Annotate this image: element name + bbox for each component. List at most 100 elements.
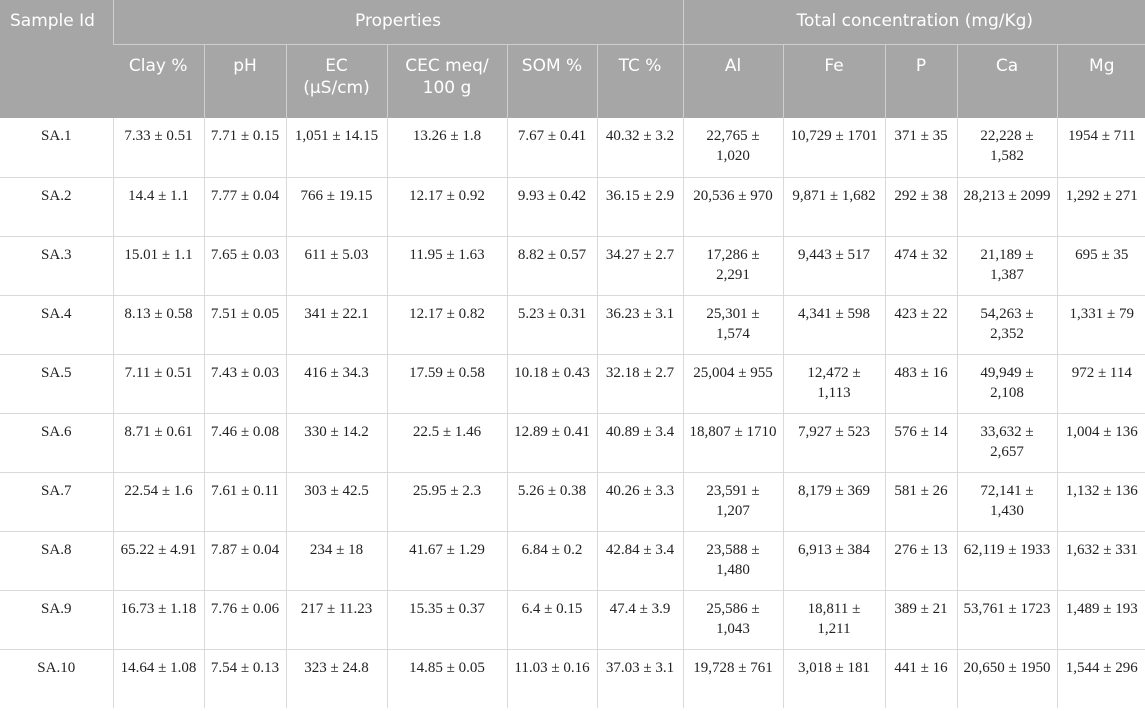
ph-cell: 7.87 ± 0.04	[203, 531, 286, 591]
som-cell: 6.4 ± 0.15	[506, 590, 597, 650]
p-cell: 474 ± 32	[884, 236, 958, 296]
table-row: SA.2 14.4 ± 1.1 7.77 ± 0.04 766 ± 19.15 12.1…	[0, 177, 1145, 237]
al-cell: 25,586 ± 1,043	[682, 590, 784, 650]
sample-id-cell: SA.7	[0, 472, 113, 532]
ph-cell: 7.51 ± 0.05	[203, 295, 286, 355]
som-cell: 9.93 ± 0.42	[506, 177, 597, 237]
sample-id-cell: SA.10	[37, 659, 76, 676]
tc-cell: 42.84 ± 3.4	[596, 531, 684, 591]
cec-cell: 11.95 ± 1.63	[386, 236, 507, 296]
ec-cell: 303 ± 42.5	[285, 472, 387, 532]
al-cell: 18,807 ± 1710	[682, 413, 784, 473]
som-cell: 12.89 ± 0.41	[506, 413, 597, 473]
som-cell: 10.18 ± 0.43	[506, 354, 597, 414]
tc-cell: 40.89 ± 3.4	[596, 413, 684, 473]
ec-cell: 217 ± 11.23	[285, 590, 387, 650]
ca-cell: 33,632 ± 2,657	[956, 413, 1058, 473]
p-cell: 389 ± 21	[884, 590, 958, 650]
clay-cell: 7.33 ± 0.51	[112, 118, 204, 178]
cec-cell: 22.5 ± 1.46	[386, 413, 507, 473]
cec-cell: 14.85 ± 0.05	[386, 649, 507, 708]
fe-cell: 18,811 ± 1,211	[782, 590, 886, 650]
fe-cell: 9,443 ± 517	[782, 236, 886, 296]
mg-cell: 1,004 ± 136	[1056, 413, 1145, 473]
ca-cell: 62,119 ± 1933	[956, 531, 1058, 591]
p-cell: 483 ± 16	[884, 354, 958, 414]
header-p: P	[884, 43, 958, 118]
ph-cell: 7.43 ± 0.03	[203, 354, 286, 414]
ec-cell: 611 ± 5.03	[285, 236, 387, 296]
fe-cell: 9,871 ± 1,682	[782, 177, 886, 237]
clay-cell: 7.11 ± 0.51	[112, 354, 204, 414]
cec-cell: 13.26 ± 1.8	[386, 118, 507, 178]
ph-cell: 7.61 ± 0.11	[203, 472, 286, 532]
ec-cell: 416 ± 34.3	[285, 354, 387, 414]
fe-cell: 7,927 ± 523	[782, 413, 886, 473]
table-body: SA.1 7.33 ± 0.51 7.71 ± 0.15 1,051 ± 14.15 1…	[0, 118, 1145, 708]
ca-cell: 72,141 ± 1,430	[956, 472, 1058, 532]
sample-id-cell: SA.3	[0, 236, 113, 296]
table-row: SA.3 15.01 ± 1.1 7.65 ± 0.03 611 ± 5.03 11.9…	[0, 236, 1145, 296]
mg-cell: 1,292 ± 271	[1056, 177, 1145, 237]
header-som: SOM %	[506, 43, 597, 118]
sample-id-cell: SA.1	[0, 118, 113, 178]
al-cell: 22,765 ± 1,020	[682, 118, 784, 178]
sample-id-cell: SA.9	[0, 590, 113, 650]
sample-id-cell: SA.6	[0, 413, 113, 473]
mg-cell: 1,489 ± 193	[1056, 590, 1145, 650]
cec-cell: 12.17 ± 0.92	[386, 177, 507, 237]
clay-cell: 22.54 ± 1.6	[112, 472, 204, 532]
fe-cell: 4,341 ± 598	[782, 295, 886, 355]
clay-cell: 8.71 ± 0.61	[112, 413, 204, 473]
table-row: SA.10 14.64 ± 1.08 7.54 ± 0.13 323 ± 24.8 14…	[0, 649, 1145, 708]
al-cell: 23,591 ± 1,207	[682, 472, 784, 532]
al-cell: 25,004 ± 955	[682, 354, 784, 414]
clay-cell: 16.73 ± 1.18	[112, 590, 204, 650]
clay-cell: 14.64 ± 1.08	[112, 649, 204, 708]
sample-id-cell: SA.4	[0, 295, 113, 355]
ec-cell: 323 ± 24.8	[285, 649, 387, 708]
table-row: SA.1 7.33 ± 0.51 7.71 ± 0.15 1,051 ± 14.15 1…	[0, 118, 1145, 178]
table-row: SA.8 65.22 ± 4.91 7.87 ± 0.04 234 ± 18 41.67…	[0, 531, 1145, 591]
som-cell: 11.03 ± 0.16	[506, 649, 597, 708]
ec-cell: 1,051 ± 14.15	[285, 118, 387, 178]
header-clay: Clay %	[113, 43, 204, 118]
ph-cell: 7.76 ± 0.06	[203, 590, 286, 650]
header-fe: Fe	[782, 43, 886, 118]
mg-cell: 1,132 ± 136	[1056, 472, 1145, 532]
p-cell: 441 ± 16	[884, 649, 958, 708]
cec-cell: 25.95 ± 2.3	[386, 472, 507, 532]
som-cell: 7.67 ± 0.41	[506, 118, 597, 178]
mg-cell: 1,632 ± 331	[1056, 531, 1145, 591]
cec-cell: 12.17 ± 0.82	[386, 295, 507, 355]
fe-cell: 12,472 ± 1,113	[782, 354, 886, 414]
header-al: Al	[682, 43, 784, 118]
ec-cell: 341 ± 22.1	[285, 295, 387, 355]
p-cell: 423 ± 22	[884, 295, 958, 355]
header-tc: TC %	[596, 43, 684, 118]
mg-cell: 1954 ± 711	[1056, 118, 1145, 178]
al-cell: 25,301 ± 1,574	[682, 295, 784, 355]
ph-cell: 7.77 ± 0.04	[203, 177, 286, 237]
cec-cell: 15.35 ± 0.37	[386, 590, 507, 650]
ec-cell: 766 ± 19.15	[285, 177, 387, 237]
p-cell: 371 ± 35	[884, 118, 958, 178]
header-ec: EC (µS/cm)	[285, 43, 387, 118]
clay-cell: 15.01 ± 1.1	[112, 236, 204, 296]
som-cell: 5.23 ± 0.31	[506, 295, 597, 355]
p-cell: 292 ± 38	[884, 177, 958, 237]
ph-cell: 7.65 ± 0.03	[203, 236, 286, 296]
table-row: SA.4 8.13 ± 0.58 7.51 ± 0.05 341 ± 22.1 12.1…	[0, 295, 1145, 355]
al-cell: 23,588 ± 1,480	[682, 531, 784, 591]
ca-cell: 21,189 ± 1,387	[956, 236, 1058, 296]
clay-cell: 14.4 ± 1.1	[112, 177, 204, 237]
header-total-concentration: Total concentration (mg/Kg)	[682, 0, 1145, 44]
p-cell: 581 ± 26	[884, 472, 958, 532]
header-sample-id: Sample Id	[0, 0, 113, 118]
tc-cell: 34.27 ± 2.7	[596, 236, 684, 296]
clay-cell: 65.22 ± 4.91	[112, 531, 204, 591]
table-header: Sample Id Properties Total concentration…	[0, 0, 1145, 118]
cec-cell: 41.67 ± 1.29	[386, 531, 507, 591]
som-cell: 5.26 ± 0.38	[506, 472, 597, 532]
ca-cell: 22,228 ± 1,582	[956, 118, 1058, 178]
